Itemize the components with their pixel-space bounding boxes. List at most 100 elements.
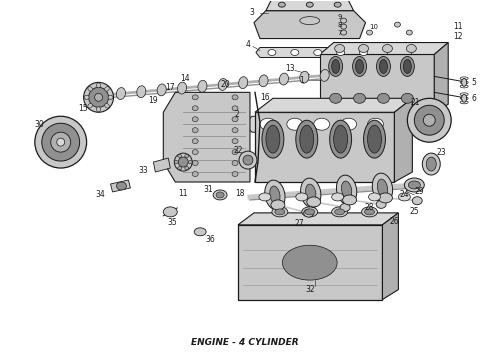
- Ellipse shape: [356, 59, 364, 73]
- Text: 8: 8: [338, 22, 342, 28]
- Ellipse shape: [178, 154, 182, 158]
- Ellipse shape: [105, 87, 109, 91]
- Ellipse shape: [192, 150, 198, 154]
- Ellipse shape: [304, 209, 314, 217]
- Ellipse shape: [372, 173, 392, 203]
- Ellipse shape: [97, 107, 100, 112]
- Ellipse shape: [337, 175, 357, 205]
- Ellipse shape: [192, 95, 198, 100]
- Text: 30: 30: [34, 120, 44, 129]
- Ellipse shape: [185, 154, 189, 158]
- Ellipse shape: [232, 139, 238, 144]
- Text: 17: 17: [166, 83, 175, 92]
- Ellipse shape: [412, 197, 422, 205]
- Ellipse shape: [314, 50, 322, 55]
- Ellipse shape: [268, 50, 276, 55]
- Ellipse shape: [362, 207, 377, 217]
- Ellipse shape: [398, 193, 410, 201]
- Ellipse shape: [403, 59, 412, 73]
- Ellipse shape: [96, 89, 105, 101]
- Ellipse shape: [275, 209, 285, 215]
- Ellipse shape: [117, 182, 126, 190]
- Ellipse shape: [105, 104, 109, 108]
- Text: 4: 4: [245, 40, 250, 49]
- Polygon shape: [383, 213, 398, 300]
- Ellipse shape: [367, 30, 372, 35]
- Text: 23: 23: [437, 148, 446, 157]
- Polygon shape: [319, 54, 434, 112]
- Ellipse shape: [365, 209, 374, 215]
- Ellipse shape: [42, 123, 80, 161]
- Ellipse shape: [330, 93, 342, 103]
- Ellipse shape: [320, 69, 329, 81]
- Text: 35: 35: [168, 218, 177, 227]
- Text: 29: 29: [415, 188, 424, 197]
- Ellipse shape: [296, 120, 318, 158]
- Ellipse shape: [353, 57, 367, 76]
- Ellipse shape: [368, 193, 380, 201]
- Text: 3: 3: [249, 8, 254, 17]
- Ellipse shape: [232, 95, 238, 100]
- Ellipse shape: [259, 75, 268, 87]
- Ellipse shape: [341, 118, 357, 130]
- Ellipse shape: [282, 245, 337, 280]
- Ellipse shape: [408, 181, 420, 189]
- Ellipse shape: [243, 155, 253, 165]
- Text: 1: 1: [299, 76, 304, 85]
- Text: 14: 14: [180, 74, 190, 83]
- Ellipse shape: [360, 50, 368, 55]
- Ellipse shape: [426, 157, 436, 171]
- Ellipse shape: [51, 132, 71, 152]
- Polygon shape: [254, 11, 366, 39]
- Ellipse shape: [332, 59, 340, 73]
- Ellipse shape: [108, 95, 113, 99]
- Ellipse shape: [343, 195, 357, 205]
- Ellipse shape: [377, 93, 390, 103]
- Ellipse shape: [379, 59, 388, 73]
- Ellipse shape: [89, 87, 108, 107]
- Ellipse shape: [300, 71, 309, 83]
- Text: 6: 6: [472, 94, 477, 103]
- Ellipse shape: [404, 178, 424, 192]
- Text: 13: 13: [285, 64, 294, 73]
- Ellipse shape: [406, 30, 413, 35]
- Ellipse shape: [378, 193, 392, 203]
- Ellipse shape: [88, 87, 93, 91]
- Text: 12: 12: [453, 32, 463, 41]
- Text: ENGINE - 4 CYLINDER: ENGINE - 4 CYLINDER: [191, 338, 299, 347]
- Ellipse shape: [88, 104, 93, 108]
- Ellipse shape: [300, 125, 314, 153]
- Ellipse shape: [213, 190, 227, 200]
- Ellipse shape: [359, 45, 368, 53]
- Ellipse shape: [422, 153, 440, 175]
- Ellipse shape: [84, 82, 114, 112]
- Ellipse shape: [401, 93, 414, 103]
- Text: 36: 36: [205, 235, 215, 244]
- Ellipse shape: [314, 118, 330, 130]
- Ellipse shape: [305, 209, 315, 215]
- Ellipse shape: [216, 192, 224, 198]
- Ellipse shape: [198, 80, 207, 92]
- Text: 18: 18: [235, 189, 245, 198]
- Ellipse shape: [332, 207, 347, 217]
- Ellipse shape: [232, 171, 238, 176]
- Ellipse shape: [406, 45, 416, 53]
- Polygon shape: [256, 48, 373, 58]
- Ellipse shape: [192, 117, 198, 122]
- Ellipse shape: [192, 128, 198, 133]
- Ellipse shape: [232, 117, 238, 122]
- Polygon shape: [238, 213, 398, 225]
- Ellipse shape: [177, 82, 187, 94]
- Ellipse shape: [174, 161, 178, 163]
- Ellipse shape: [377, 179, 388, 197]
- Ellipse shape: [192, 106, 198, 111]
- Ellipse shape: [462, 78, 466, 86]
- Ellipse shape: [400, 57, 415, 76]
- Ellipse shape: [174, 153, 192, 171]
- Ellipse shape: [332, 193, 343, 201]
- Ellipse shape: [337, 50, 344, 55]
- Ellipse shape: [340, 203, 350, 211]
- Ellipse shape: [259, 193, 271, 201]
- Ellipse shape: [232, 150, 238, 154]
- Text: 7: 7: [338, 30, 342, 36]
